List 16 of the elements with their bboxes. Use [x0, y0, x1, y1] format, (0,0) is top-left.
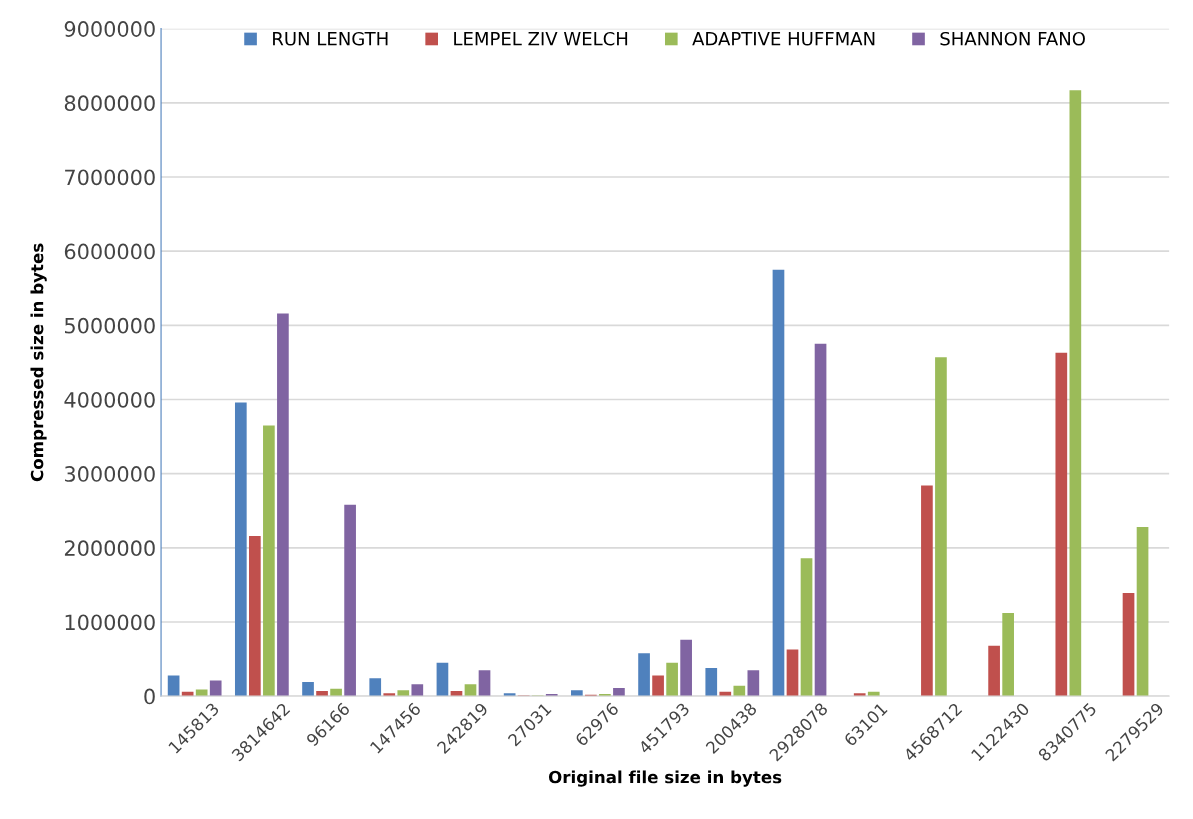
y-tick-label: 5000000	[65, 317, 155, 334]
x-axis-title: Original file size in bytes	[548, 770, 782, 787]
legend-label: RUN LENGTH	[273, 31, 388, 46]
legend-label: LEMPEL ZIV WELCH	[454, 31, 628, 46]
y-axis-title: Compressed size in bytes	[30, 243, 47, 482]
y-tick-label: 1000000	[65, 614, 155, 631]
y-tick-label: 2000000	[64, 540, 155, 557]
legend-label: SHANNON FANO	[940, 31, 1085, 46]
legend-label: ADAPTIVE HUFFMAN	[692, 32, 875, 46]
y-tick-label: 0	[144, 688, 155, 705]
y-tick-label: 4000000	[64, 391, 155, 408]
y-tick-label: 3000000	[65, 466, 155, 482]
y-tick-label: 7000000	[65, 169, 155, 186]
y-tick-label: 9000000	[64, 21, 155, 37]
y-tick-label: 6000000	[64, 243, 155, 260]
y-tick-label: 8000000	[64, 95, 155, 112]
